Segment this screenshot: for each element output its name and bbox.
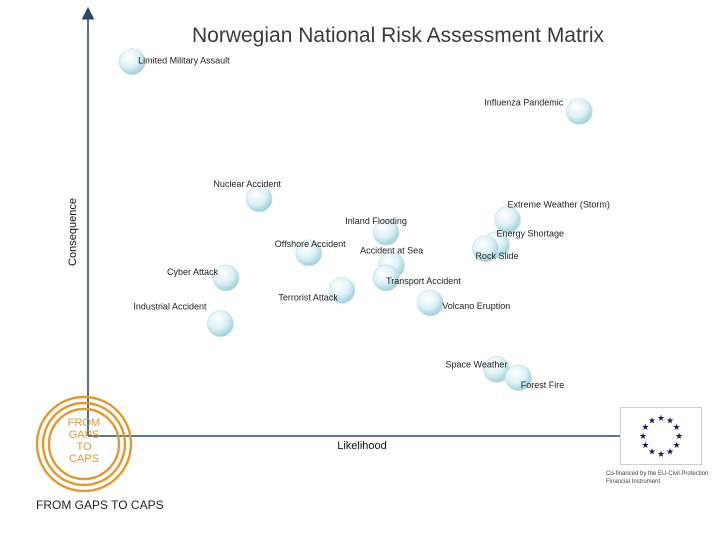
- risk-label: Nuclear Accident: [213, 179, 281, 189]
- eu-star-icon: ★: [641, 440, 649, 450]
- risk-bubble: [505, 364, 532, 392]
- risk-label: Extreme Weather (Storm): [508, 200, 610, 210]
- logo-line: CAPS: [69, 453, 99, 465]
- eu-star-icon: ★: [673, 422, 681, 432]
- eu-star-icon: ★: [675, 431, 683, 441]
- risk-label: Influenza Pandemic: [484, 98, 564, 108]
- eu-star-icon: ★: [648, 415, 656, 425]
- risk-bubble: [118, 48, 146, 75]
- risk-label: Transport Accident: [386, 276, 461, 286]
- risk-label: Cyber Attack: [167, 267, 219, 277]
- logo-caption: FROM GAPS TO CAPS: [36, 498, 164, 512]
- eu-star-icon: ★: [666, 415, 674, 425]
- logo-line: FROM: [68, 417, 100, 429]
- logo-line: TO: [76, 441, 92, 453]
- eu-star-icon: ★: [666, 447, 674, 457]
- risk-label: Energy Shortage: [496, 229, 564, 239]
- eu-star-icon: ★: [657, 449, 665, 459]
- risk-bubble: [565, 98, 593, 125]
- risk-bubble: [295, 239, 323, 267]
- risk-label: Inland Flooding: [345, 216, 407, 226]
- risk-label: Forest Fire: [521, 380, 565, 390]
- eu-stars-icon: ★ ★★★★★★★★★★★: [639, 413, 683, 459]
- eu-star-icon: ★: [673, 440, 681, 450]
- logo-line: GAPS: [69, 429, 100, 441]
- risk-label: Space Weather: [446, 359, 508, 369]
- risk-label: Offshore Accident: [275, 239, 346, 249]
- eu-caption: Co-financed by the EU-Civil Protection F…: [606, 471, 709, 485]
- risk-bubble: [372, 218, 400, 246]
- risk-bubble: [245, 185, 273, 213]
- x-axis-label: Likelihood: [337, 440, 387, 452]
- risk-bubble: [372, 264, 400, 292]
- eu-star-icon: ★: [639, 431, 647, 441]
- risk-label: Industrial Accident: [133, 302, 207, 312]
- risk-bubble: [416, 289, 444, 317]
- risk-label: Rock Slide: [475, 251, 518, 261]
- risk-bubble: [207, 310, 234, 338]
- eu-star-icon: ★: [657, 413, 665, 423]
- risk-bubble: [212, 264, 240, 292]
- risk-bubble: [472, 235, 499, 263]
- y-axis-label: Consequence: [67, 198, 79, 266]
- risk-label: Volcano Eruption: [442, 301, 510, 311]
- eu-star-icon: ★: [648, 447, 656, 457]
- from-gaps-to-caps-logo: FROM GAPS TO CAPS: [35, 395, 133, 493]
- risk-label: Limited Military Assault: [138, 56, 230, 66]
- risk-label: Terrorist Attack: [278, 292, 338, 302]
- chart-title: Norwegian National Risk Assessment Matri…: [192, 24, 604, 47]
- eu-star-icon: ★: [641, 422, 649, 432]
- risk-bubble: [494, 206, 521, 234]
- eu-flag: ★ ★ ★ ★ ★ ★ ★ ★ ★ ★ ★ ★: [620, 407, 702, 465]
- risk-bubble: [328, 276, 356, 304]
- risk-label: Accident at Sea: [360, 245, 423, 255]
- data-points: Limited Military Assault Influenza Pandem…: [118, 48, 610, 392]
